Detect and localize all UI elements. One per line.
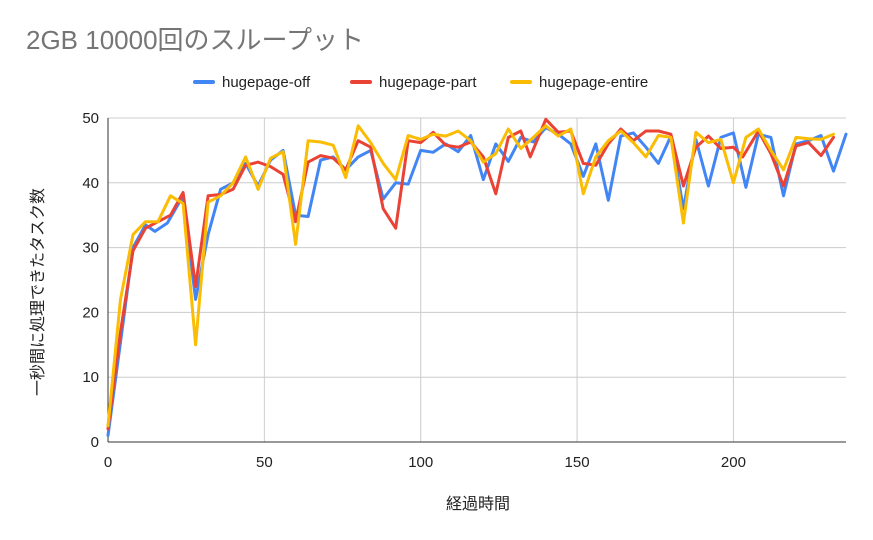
x-axis-label: 経過時間 <box>446 495 510 513</box>
gridlines <box>107 117 846 443</box>
x-tick-label: 50 <box>256 454 273 471</box>
y-axis-ticks: 0 10 20 30 40 50 <box>82 110 99 451</box>
y-tick-label: 50 <box>82 110 99 127</box>
legend: hugepage-off hugepage-part hugepage-entire <box>193 74 648 91</box>
y-tick-label: 20 <box>82 304 99 321</box>
x-tick-label: 150 <box>565 454 590 471</box>
x-axis-ticks: 0 50 100 150 200 <box>104 454 746 471</box>
chart-title: 2GB 10000回のスループット <box>26 25 364 55</box>
y-axis-label: 一秒間に処理できたタスク数 <box>29 188 47 396</box>
x-tick-label: 100 <box>408 454 433 471</box>
legend-label: hugepage-part <box>379 74 477 91</box>
y-tick-label: 0 <box>91 434 99 451</box>
y-tick-label: 10 <box>82 369 99 386</box>
x-tick-label: 200 <box>721 454 746 471</box>
series-line-hugepage-entire <box>106 124 835 428</box>
legend-label: hugepage-entire <box>539 74 648 91</box>
series-line-hugepage-part <box>106 117 835 431</box>
y-tick-label: 30 <box>82 240 99 257</box>
legend-label: hugepage-off <box>222 74 311 91</box>
series-lines <box>106 117 848 437</box>
y-tick-label: 40 <box>82 175 99 192</box>
x-tick-label: 0 <box>104 454 112 471</box>
